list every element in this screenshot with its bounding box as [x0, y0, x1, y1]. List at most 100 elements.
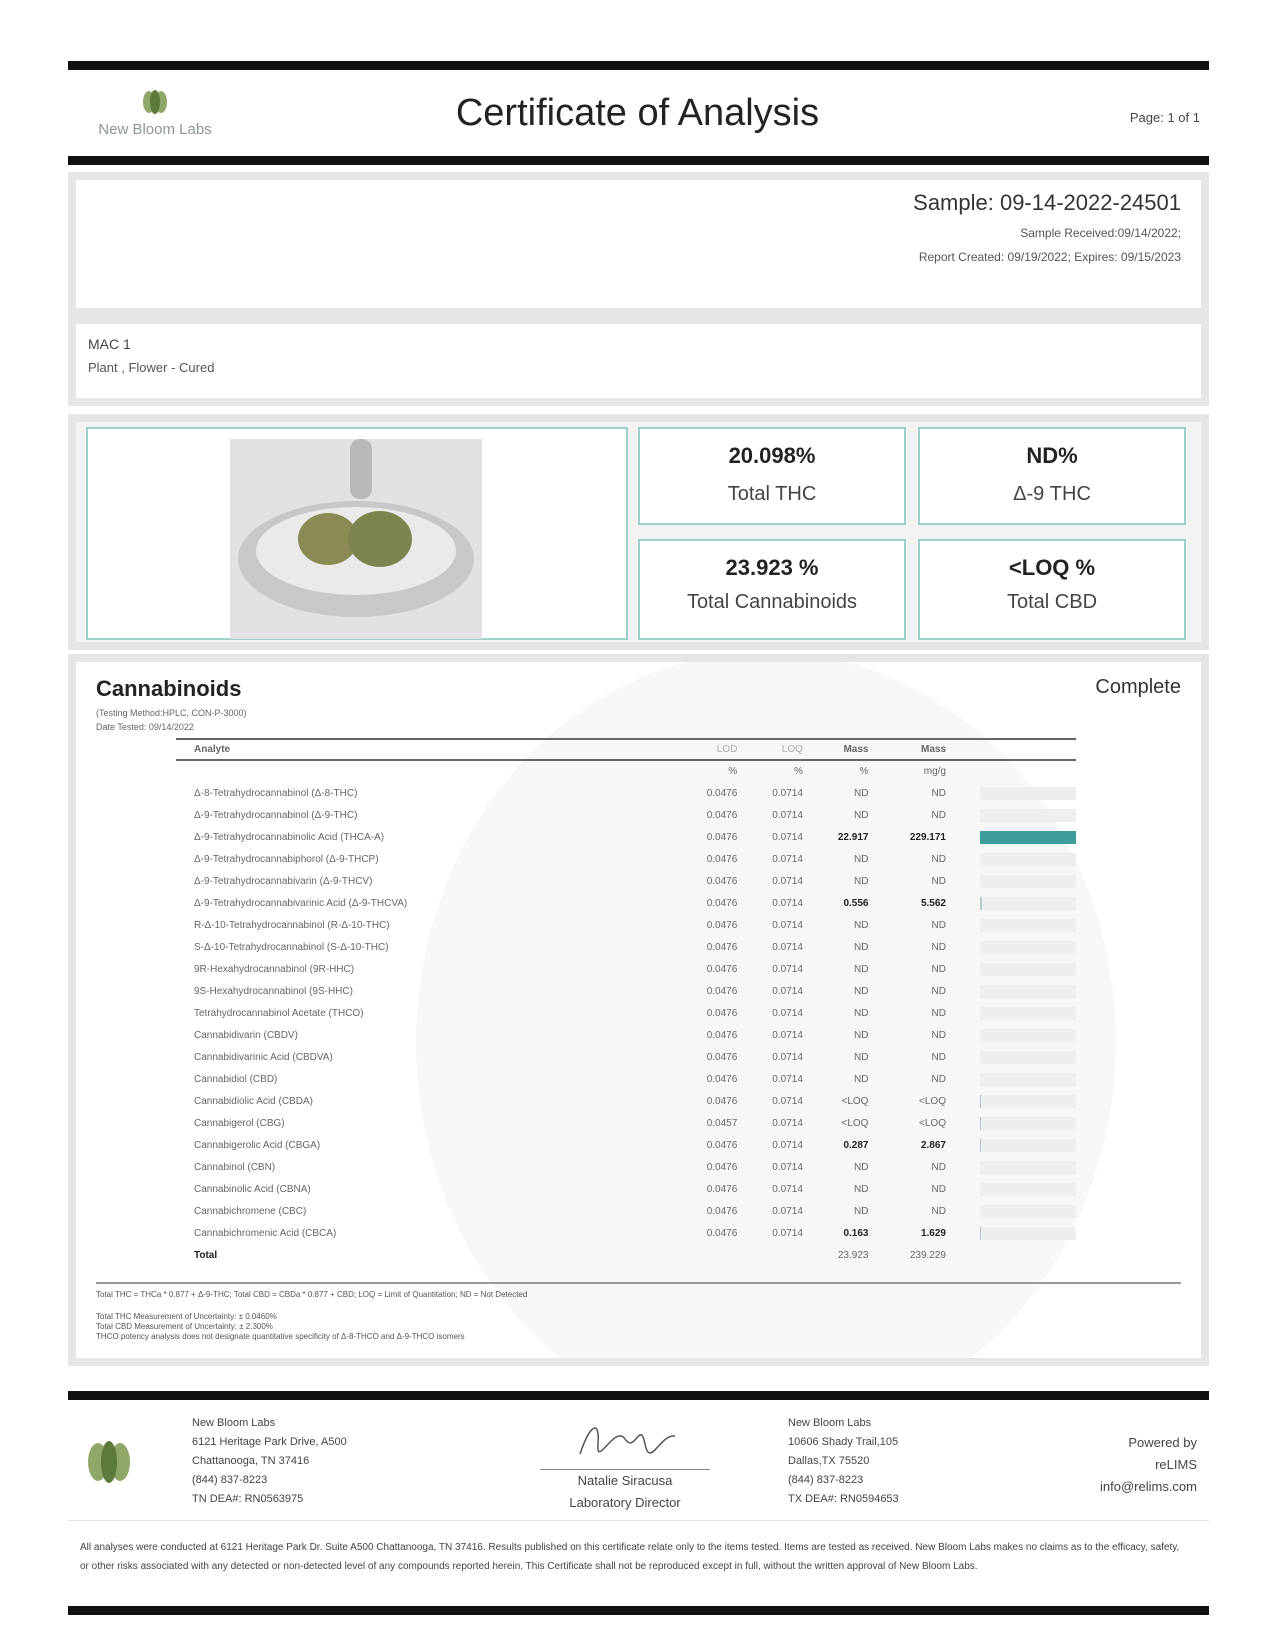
mass-bar-track: [980, 1028, 1076, 1042]
metric-value: <LOQ %: [1008, 555, 1096, 580]
mass-bar-fill: [980, 1094, 982, 1108]
table-row: Δ-9-Tetrahydrocannabiphorol (Δ-9-THCP) 0.…: [176, 848, 1076, 870]
mass-pct-value: ND: [854, 875, 869, 887]
product-name: MAC 1: [88, 336, 131, 352]
lod-value: 0.0476: [706, 1227, 738, 1239]
metric-value: ND%: [1026, 443, 1078, 468]
powered-email[interactable]: info@relims.com: [1100, 1479, 1197, 1494]
analyte-name: Δ-9-Tetrahydrocannabiphorol (Δ-9-THCP): [194, 853, 379, 865]
sample-id: Sample: 09-14-2022-24501: [913, 190, 1181, 215]
mass-pct-value: ND: [854, 1051, 869, 1063]
mass-bar-fill: [980, 1116, 982, 1130]
analyte-name: Cannabigerolic Acid (CBGA): [194, 1139, 321, 1151]
mass-bar-fill: [980, 830, 1076, 844]
mass-bar-cell: [946, 1002, 1076, 1024]
loq-value: 0.0714: [772, 897, 803, 909]
page-title: Certificate of Analysis: [455, 92, 820, 134]
cannabinoids-table: Analyte LOD LOQ Mass Mass %%% mg/g Δ-8-Tet…: [176, 738, 1076, 1266]
address-line: Chattanooga, TN 37416: [192, 1455, 310, 1467]
page-number: Page: 1 of 1: [1129, 110, 1200, 125]
mass-pct-value: ND: [854, 787, 869, 799]
loq-value: 0.0714: [772, 1073, 803, 1085]
analyte-name: Cannabigerol (CBG): [194, 1117, 285, 1129]
analyte-name: R-Δ-10-Tetrahydrocannabinol (R-Δ-10-THC): [194, 919, 390, 931]
mass-mgg-value: ND: [931, 1051, 946, 1063]
mass-bar-cell: [946, 1112, 1076, 1134]
lod-value: 0.0476: [706, 963, 738, 975]
lod-value: 0.0476: [706, 1161, 738, 1173]
mass-bar-fill: [980, 1226, 982, 1240]
mass-bar-cell: [946, 782, 1076, 804]
lod-value: 0.0476: [706, 1051, 738, 1063]
metric-total-cbd: <LOQ % Total CBD: [918, 539, 1186, 640]
analyte-name: Cannabichromenic Acid (CBCA): [194, 1227, 337, 1239]
header-rule: [68, 156, 1209, 165]
summary: 20.098% Total THC ND% Δ-9 THC 23.923 % T…: [68, 414, 1209, 650]
mass-bar-track: [980, 830, 1076, 844]
analyte-name: 9S-Hexahydrocannabinol (9S-HHC): [194, 985, 353, 997]
analyte-name: Cannabidivarinic Acid (CBDVA): [194, 1051, 333, 1063]
unit-lod: %: [728, 766, 738, 777]
address-line: Dallas,TX 75520: [788, 1455, 870, 1467]
mass-pct-value: ND: [854, 809, 869, 821]
loq-value: 0.0714: [772, 809, 803, 821]
lod-value: 0.0476: [706, 875, 738, 887]
sample-info: Sample: 09-14-2022-24501 Sample Received…: [68, 172, 1209, 316]
loq-value: 0.0714: [772, 1161, 803, 1173]
powered-by: Powered by reLIMS info@relims.com: [1100, 1432, 1197, 1498]
total-row: Total 23.923 239.229: [176, 1244, 1076, 1266]
unit-graph: [946, 760, 1076, 782]
mass-bar-track: [980, 1204, 1076, 1218]
address-line: New Bloom Labs: [192, 1417, 276, 1429]
units-row: %%% mg/g: [176, 760, 1076, 782]
product-type: Plant , Flower - Cured: [88, 360, 215, 375]
loq-value: 0.0714: [772, 1139, 803, 1151]
total-mass-pct: 23.923: [837, 1249, 869, 1261]
address-line: TX DEA#: RN0594653: [788, 1493, 899, 1505]
mass-bar-cell: [946, 848, 1076, 870]
mass-bar-cell: [946, 1222, 1076, 1244]
lod-value: 0.0476: [706, 853, 738, 865]
mass-bar-cell: [946, 1090, 1076, 1112]
mass-pct-value: <LOQ: [841, 1095, 869, 1107]
lod-value: 0.0476: [706, 1205, 738, 1217]
address-line: TN DEA#: RN0563975: [192, 1493, 304, 1505]
mass-bar-cell: [946, 1156, 1076, 1178]
metric-total-thc: 20.098% Total THC: [638, 427, 906, 525]
sample-photo: [230, 439, 482, 639]
unit-loq: %: [793, 766, 803, 777]
loq-value: 0.0714: [772, 1051, 803, 1063]
lod-value: 0.0476: [706, 809, 738, 821]
table-row: Cannabichromene (CBC) 0.0476 0.0714 ND ND: [176, 1200, 1076, 1222]
table-row: Cannabidiolic Acid (CBDA) 0.0476 0.0714 <LO…: [176, 1090, 1076, 1112]
sample-received: Sample Received:09/14/2022;: [1020, 226, 1181, 240]
loq-value: 0.0714: [772, 1117, 803, 1129]
mass-mgg-value: <LOQ: [919, 1117, 946, 1129]
col-graph: [946, 738, 1076, 761]
mass-bar-track: [980, 808, 1076, 822]
unit-analyte: [176, 760, 672, 782]
lod-value: 0.0476: [706, 985, 738, 997]
loq-value: 0.0714: [772, 875, 803, 887]
mass-mgg-value: ND: [931, 853, 946, 865]
mass-bar-track: [980, 962, 1076, 976]
status-complete: Complete: [1095, 676, 1181, 698]
analyte-name: Tetrahydrocannabinol Acetate (THCO): [194, 1007, 364, 1019]
mass-mgg-value: <LOQ: [919, 1095, 946, 1107]
table-row: Cannabinol (CBN) 0.0476 0.0714 ND ND: [176, 1156, 1076, 1178]
col-analyte: Analyte: [176, 738, 672, 761]
mass-mgg-value: ND: [931, 1029, 946, 1041]
mass-mgg-value: ND: [931, 1007, 946, 1019]
testing-method: (Testing Method:HPLC, CON-P-3000): [96, 708, 247, 718]
loq-value: 0.0714: [772, 963, 803, 975]
mass-bar-track: [980, 1050, 1076, 1064]
total-lod: [672, 1244, 738, 1266]
mass-bar-cell: [946, 914, 1076, 936]
loq-value: 0.0714: [772, 853, 803, 865]
leaf-logo-icon: [88, 1441, 130, 1483]
analyte-name: Cannabidivarin (CBDV): [194, 1029, 298, 1041]
sample-photo-box: [86, 427, 628, 640]
mass-pct-value: ND: [854, 963, 869, 975]
loq-value: 0.0714: [772, 1007, 803, 1019]
disclaimer: All analyses were conducted at 6121 Heri…: [80, 1542, 1180, 1572]
